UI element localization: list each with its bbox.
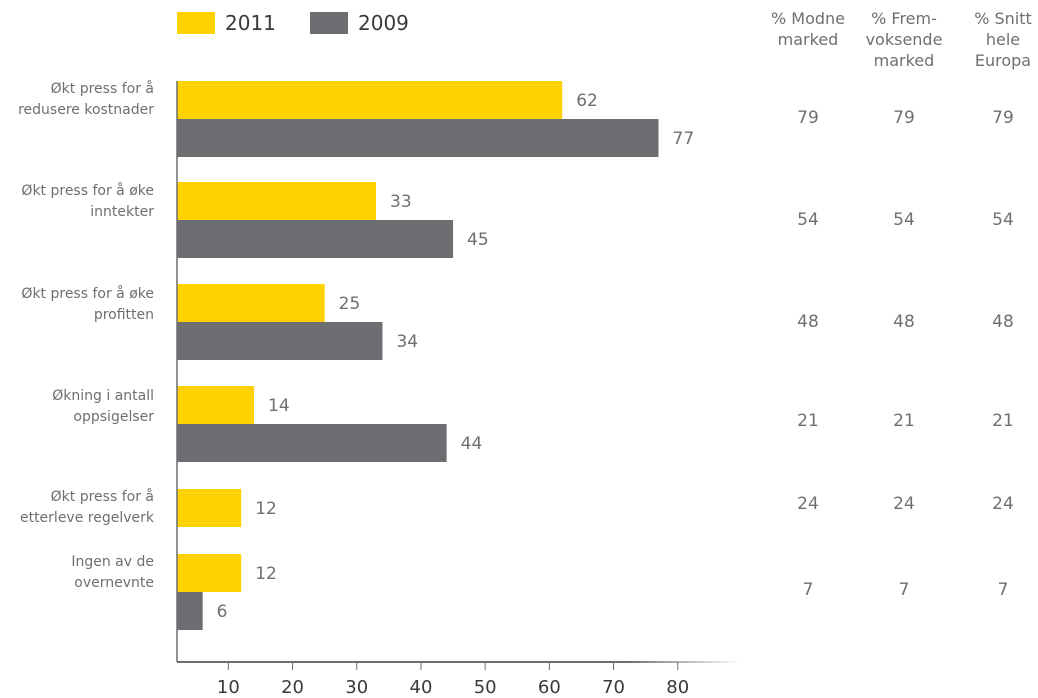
table-cell: 79 bbox=[893, 108, 915, 128]
bar-2011-2 bbox=[177, 182, 377, 220]
legend-item-2011: 2011 bbox=[177, 9, 276, 37]
data-label-2009-3: 34 bbox=[396, 332, 418, 352]
bar-2011-3 bbox=[177, 284, 325, 322]
table-cell: 24 bbox=[797, 494, 819, 514]
category-label-6: Ingen av de overnevnte bbox=[71, 554, 154, 591]
data-label-2011-6: 12 bbox=[255, 564, 277, 584]
table-header-2: % Frem- voksende marked bbox=[865, 9, 943, 70]
table-cell: 21 bbox=[893, 411, 915, 431]
table-cell: 79 bbox=[992, 108, 1014, 128]
legend-label: 2009 bbox=[358, 11, 409, 35]
data-label-2011-1: 62 bbox=[576, 91, 598, 111]
bar-2009-3 bbox=[177, 322, 383, 360]
x-tick-label-70: 70 bbox=[602, 677, 625, 698]
table-cell: 79 bbox=[797, 108, 819, 128]
x-tick-label-30: 30 bbox=[345, 677, 368, 698]
table-cell: 48 bbox=[797, 312, 819, 332]
data-label-2009-4: 44 bbox=[461, 434, 483, 454]
data-label-2011-5: 12 bbox=[255, 499, 277, 519]
legend-item-2009: 2009 bbox=[310, 9, 409, 37]
table-cell: 54 bbox=[992, 210, 1014, 230]
table-cell: 7 bbox=[898, 580, 910, 600]
table-cell: 48 bbox=[893, 312, 915, 332]
category-label-3: Økt press for å øke profitten bbox=[21, 286, 154, 323]
table-cell: 24 bbox=[893, 494, 915, 514]
legend-swatch bbox=[177, 12, 215, 34]
bar-2011-1 bbox=[177, 81, 563, 119]
table-cell: 54 bbox=[797, 210, 819, 230]
data-label-2009-2: 45 bbox=[467, 230, 489, 250]
category-label-5: Økt press for å etterleve regelverk bbox=[19, 489, 154, 526]
category-label-2: Økt press for å øke inntekter bbox=[21, 183, 154, 220]
x-tick-label-60: 60 bbox=[538, 677, 561, 698]
bar-2009-6 bbox=[177, 592, 203, 630]
data-label-2011-2: 33 bbox=[390, 192, 412, 212]
table-header-3: % Snitt hele Europa bbox=[974, 9, 1032, 70]
legend-label: 2011 bbox=[225, 11, 276, 35]
bar-2011-5 bbox=[177, 489, 242, 527]
category-label-1: Økt press for å redusere kostnader bbox=[18, 81, 154, 118]
bar-2011-4 bbox=[177, 386, 255, 424]
table-cell: 24 bbox=[992, 494, 1014, 514]
data-label-2011-3: 25 bbox=[339, 294, 361, 314]
data-label-2011-4: 14 bbox=[268, 396, 290, 416]
table-cell: 21 bbox=[797, 411, 819, 431]
table-cell: 7 bbox=[802, 580, 814, 600]
data-label-2009-6: 6 bbox=[217, 602, 228, 622]
table-header-1: % Modne marked bbox=[770, 9, 846, 49]
bar-2009-1 bbox=[177, 119, 659, 157]
category-label-4: Økning i antall oppsigelser bbox=[52, 388, 154, 425]
bar-2009-2 bbox=[177, 220, 454, 258]
x-tick-label-80: 80 bbox=[666, 677, 689, 698]
table-cell: 54 bbox=[893, 210, 915, 230]
table-cell: 21 bbox=[992, 411, 1014, 431]
x-tick-label-40: 40 bbox=[410, 677, 433, 698]
table-cell: 48 bbox=[992, 312, 1014, 332]
bar-2011-6 bbox=[177, 554, 242, 592]
legend-swatch bbox=[310, 12, 348, 34]
bar-2009-4 bbox=[177, 424, 447, 462]
x-axis-line bbox=[177, 661, 740, 663]
table-cell: 7 bbox=[997, 580, 1009, 600]
x-tick-label-10: 10 bbox=[217, 677, 240, 698]
x-tick-label-50: 50 bbox=[474, 677, 497, 698]
data-label-2009-1: 77 bbox=[673, 129, 695, 149]
x-tick-label-20: 20 bbox=[281, 677, 304, 698]
